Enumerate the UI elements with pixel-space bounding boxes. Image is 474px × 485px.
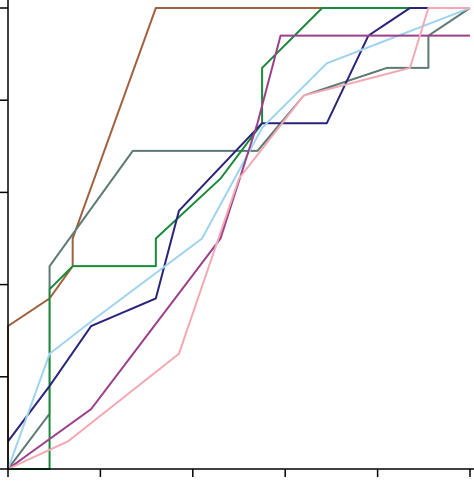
series-line (8, 7, 470, 470)
series-line (7, 7, 471, 470)
series-line (7, 34, 470, 470)
series-line (7, 7, 470, 469)
series-line (7, 7, 471, 470)
series-line (7, 7, 470, 470)
series-line (7, 7, 470, 442)
